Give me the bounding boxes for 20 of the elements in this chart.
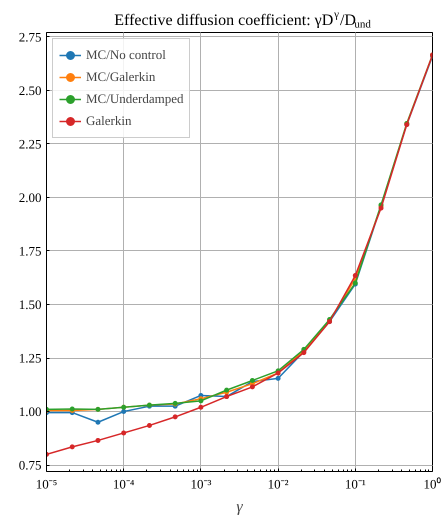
x-tick-label: 10⁻⁵ (36, 476, 58, 492)
legend-label: MC/No control (86, 47, 166, 63)
x-axis-title: γ (236, 498, 244, 516)
y-tick-label: 0.75 (18, 458, 42, 473)
y-tick-label: 1.25 (18, 350, 42, 366)
y-tick-label: 1.75 (18, 243, 42, 258)
legend-label: MC/Galerkin (86, 69, 156, 85)
legend-label: MC/Underdamped (86, 91, 184, 107)
y-tick-label: 1.00 (18, 404, 42, 420)
y-tick-label: 2.25 (18, 136, 42, 152)
x-tick-label: 10⁻⁴ (112, 476, 135, 492)
y-tick-label: 1.50 (18, 296, 42, 312)
y-tick-label: 2.50 (18, 82, 42, 98)
x-tick-label: 10⁻² (268, 476, 289, 492)
x-tick-label: 10⁻¹ (344, 476, 366, 492)
y-tick-label: 2.00 (18, 190, 42, 205)
x-tick-label: 10⁻³ (190, 476, 212, 492)
x-tick-label: 10⁰ (424, 476, 442, 492)
y-tick-label: 2.75 (18, 29, 42, 44)
legend-label: Galerkin (86, 113, 132, 129)
